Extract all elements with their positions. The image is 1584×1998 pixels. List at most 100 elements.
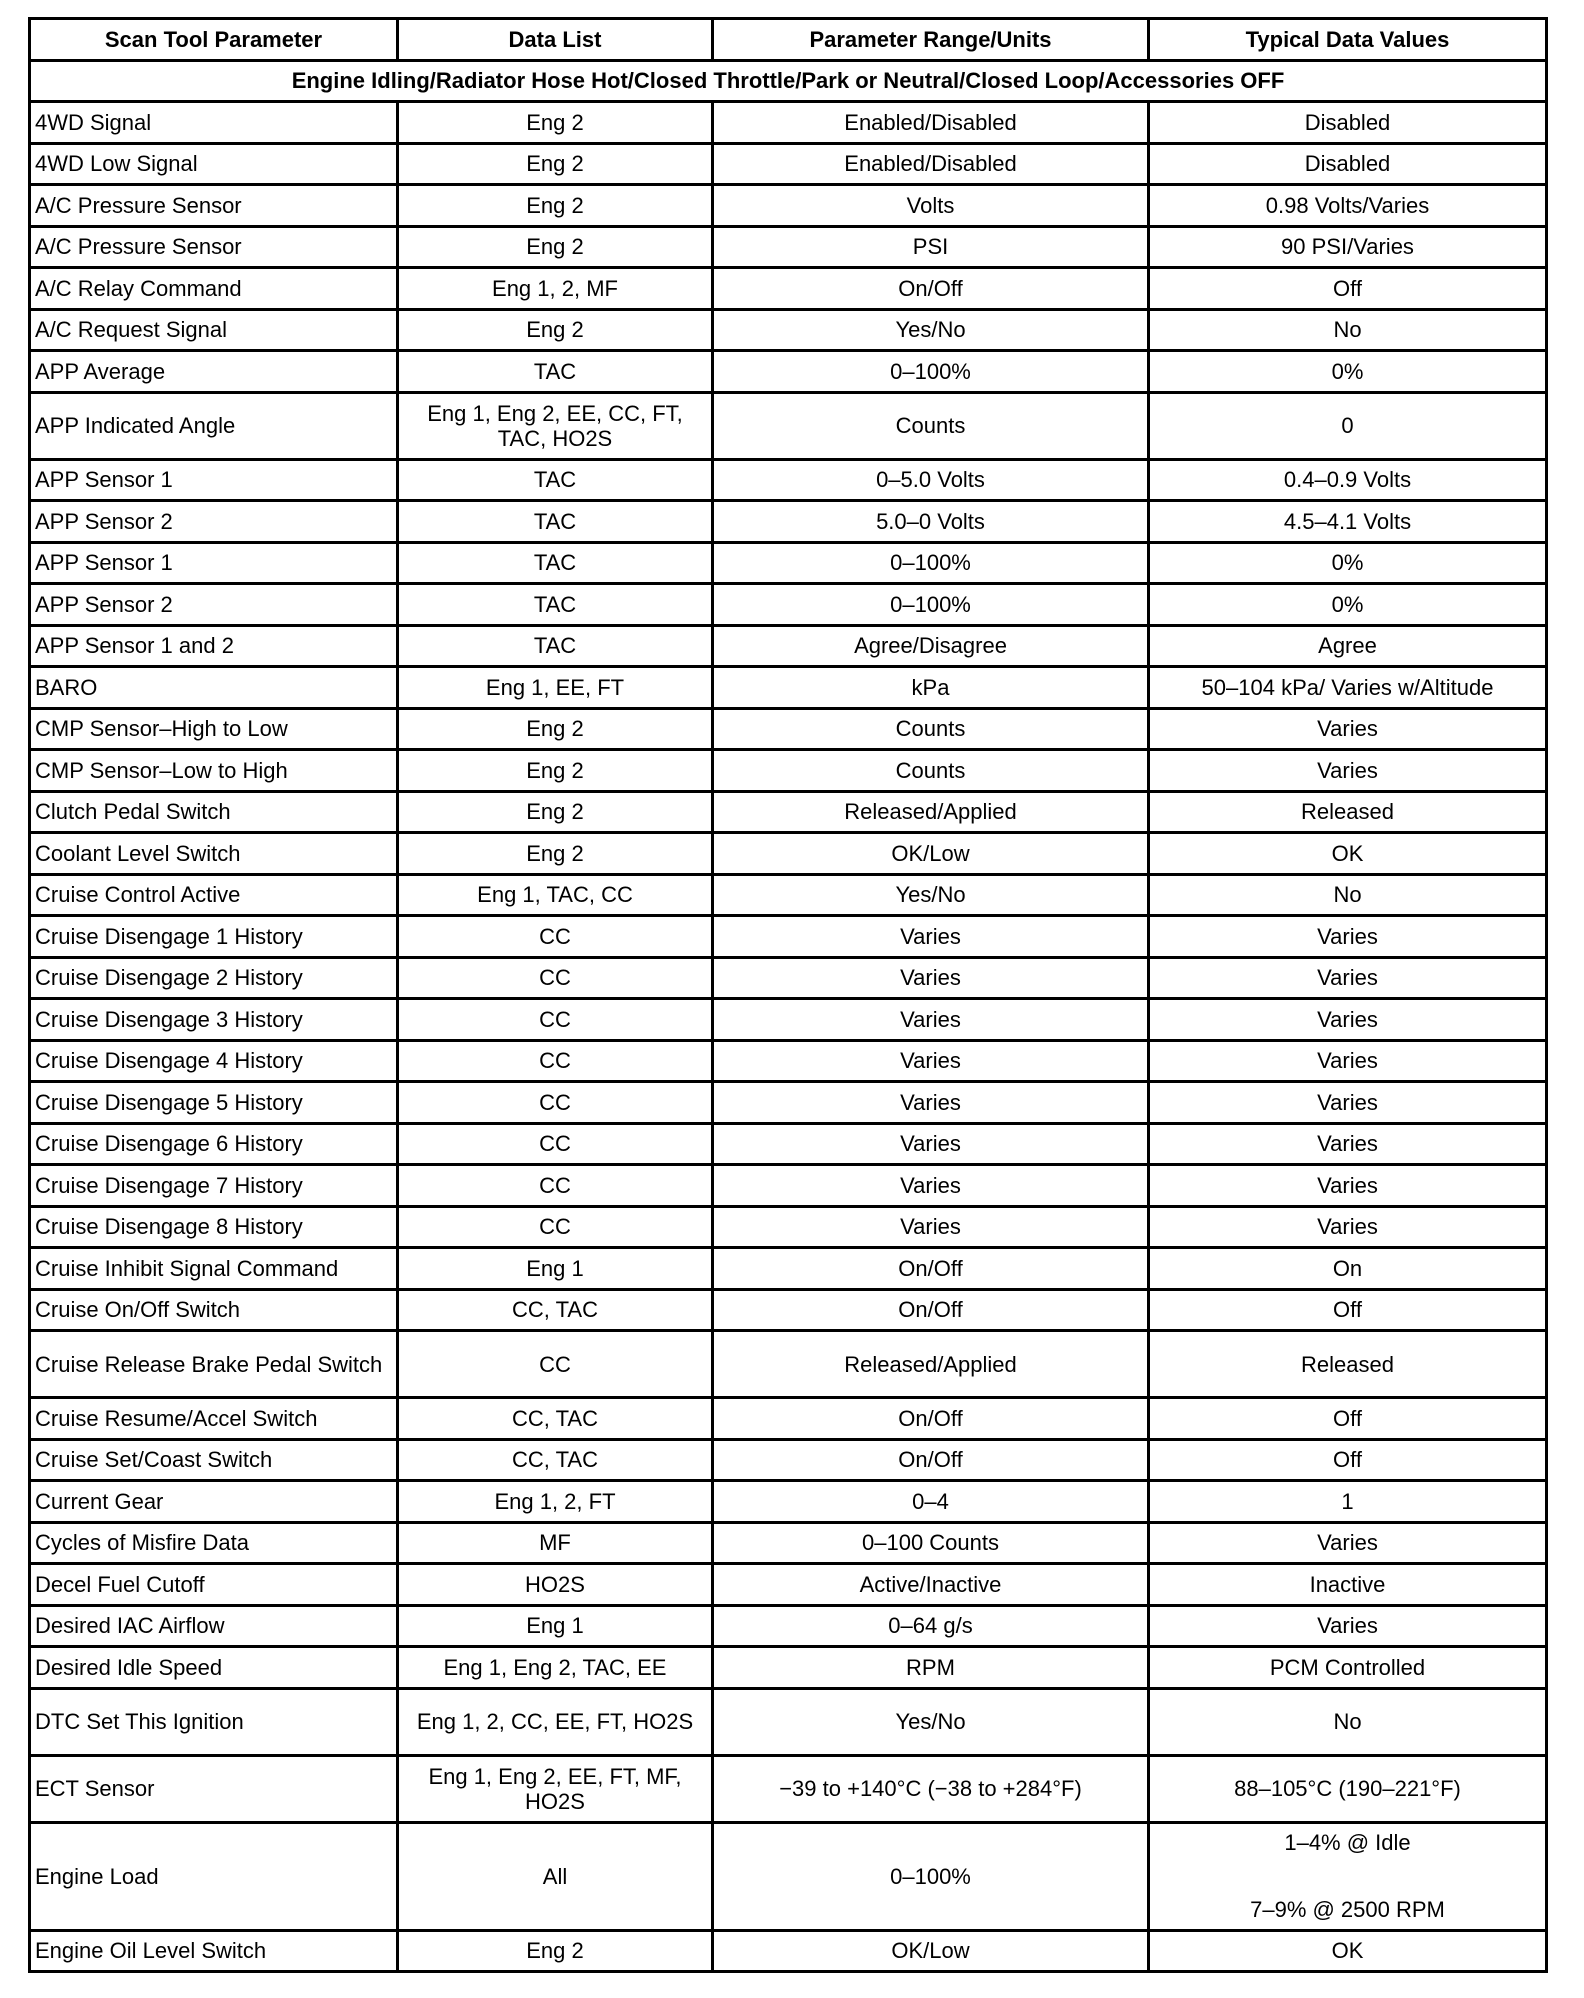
cell-parameter: A/C Pressure Sensor [28, 224, 399, 269]
cell-typical-value: 0.4–0.9 Volts [1147, 457, 1548, 502]
cell-data-list: Eng 2 [396, 748, 714, 793]
cell-data-list: Eng 1, Eng 2, EE, FT, MF, HO2S [396, 1753, 714, 1824]
cell-data-list: CC [396, 955, 714, 1000]
cell-parameter: 4WD Low Signal [28, 141, 399, 186]
cell-parameter: Cruise Control Active [28, 872, 399, 917]
cell-typical-value: 50–104 kPa/ Varies w/Altitude [1147, 665, 1548, 710]
cell-parameter: APP Sensor 1 and 2 [28, 623, 399, 668]
cell-data-list: TAC [396, 499, 714, 544]
table-row: Cruise On/Off Switch CC, TAC On/Off Off [28, 1287, 1548, 1332]
cell-typical-value: Varies [1147, 1603, 1548, 1648]
cell-typical-value: OK [1147, 1928, 1548, 1973]
cell-line: 1–4% @ Idle [1284, 1830, 1411, 1855]
cell-data-list: Eng 1, Eng 2, TAC, EE [396, 1645, 714, 1690]
cell-typical-value: Varies [1147, 1520, 1548, 1565]
cell-typical-value: 0% [1147, 540, 1548, 585]
cell-range: Yes/No [711, 872, 1150, 917]
cell-range: Counts [711, 748, 1150, 793]
cell-range: RPM [711, 1645, 1150, 1690]
cell-parameter: Cruise Disengage 2 History [28, 955, 399, 1000]
cell-data-list: CC [396, 1204, 714, 1249]
table-row: A/C Relay Command Eng 1, 2, MF On/Off Off [28, 266, 1548, 311]
cell-range: PSI [711, 224, 1150, 269]
cell-range: Varies [711, 914, 1150, 959]
cell-range: On/Off [711, 266, 1150, 311]
cell-data-list: CC, TAC [396, 1287, 714, 1332]
cell-range: 0–100% [711, 349, 1150, 394]
cell-parameter: 4WD Signal [28, 100, 399, 145]
cell-range: On/Off [711, 1396, 1150, 1441]
cell-typical-value: Varies [1147, 748, 1548, 793]
table-row: APP Average TAC 0–100% 0% [28, 349, 1548, 394]
cell-typical-value: 0.98 Volts/Varies [1147, 183, 1548, 228]
table-row: APP Sensor 2 TAC 0–100% 0% [28, 582, 1548, 627]
table-row: CMP Sensor–High to Low Eng 2 Counts Varies [28, 706, 1548, 751]
cell-data-list: TAC [396, 582, 714, 627]
table-row: Engine Load All 0–100% 1–4% @ Idle 7–9% @ 25… [28, 1820, 1548, 1932]
cell-range: OK/Low [711, 1928, 1150, 1973]
cell-parameter: Engine Oil Level Switch [28, 1928, 399, 1973]
cell-range: Enabled/Disabled [711, 100, 1150, 145]
cell-range: OK/Low [711, 831, 1150, 876]
cell-typical-value: Released [1147, 1329, 1548, 1399]
cell-parameter: APP Sensor 2 [28, 582, 399, 627]
cell-parameter: Current Gear [28, 1479, 399, 1524]
cell-parameter: Cruise Disengage 4 History [28, 1038, 399, 1083]
table-row: APP Sensor 2 TAC 5.0–0 Volts 4.5–4.1 Volts [28, 499, 1548, 544]
table-row: Desired Idle Speed Eng 1, Eng 2, TAC, EE R… [28, 1645, 1548, 1690]
table-row: Cruise Disengage 8 History CC Varies Varies [28, 1204, 1548, 1249]
cell-range: Yes/No [711, 307, 1150, 352]
scan-tool-data-table: Scan Tool Parameter Data List Parameter … [28, 17, 1548, 1973]
cell-range: Varies [711, 955, 1150, 1000]
cell-range: Agree/Disagree [711, 623, 1150, 668]
cell-range: Counts [711, 706, 1150, 751]
table-row: Cruise Disengage 2 History CC Varies Varies [28, 955, 1548, 1000]
table-row: 4WD Signal Eng 2 Enabled/Disabled Disabled [28, 100, 1548, 145]
cell-typical-value: Disabled [1147, 100, 1548, 145]
table-row: Cruise Disengage 7 History CC Varies Varies [28, 1163, 1548, 1208]
cell-parameter: APP Average [28, 349, 399, 394]
cell-parameter: APP Sensor 1 [28, 457, 399, 502]
table-row: Coolant Level Switch Eng 2 OK/Low OK [28, 831, 1548, 876]
cell-data-list: Eng 2 [396, 789, 714, 834]
table-row: DTC Set This Ignition Eng 1, 2, CC, EE, F… [28, 1686, 1548, 1757]
cell-data-list: TAC [396, 349, 714, 394]
cell-range: Volts [711, 183, 1150, 228]
cell-typical-value: Agree [1147, 623, 1548, 668]
cell-typical-value: Varies [1147, 997, 1548, 1042]
table-row: Cruise Resume/Accel Switch CC, TAC On/Off O… [28, 1396, 1548, 1441]
cell-typical-value: 88–105°C (190–221°F) [1147, 1753, 1548, 1824]
cell-range: Released/Applied [711, 789, 1150, 834]
cell-data-list: TAC [396, 623, 714, 668]
cell-data-list: Eng 2 [396, 100, 714, 145]
header-typical-values: Typical Data Values [1147, 17, 1548, 62]
cell-data-list: CC [396, 1121, 714, 1166]
cell-parameter: Cruise Disengage 3 History [28, 997, 399, 1042]
cell-typical-value: 90 PSI/Varies [1147, 224, 1548, 269]
cell-range: Varies [711, 997, 1150, 1042]
cell-data-list: CC [396, 1038, 714, 1083]
cell-typical-value: Off [1147, 266, 1548, 311]
cell-typical-value: No [1147, 872, 1548, 917]
table-row: BARO Eng 1, EE, FT kPa 50–104 kPa/ Varies w… [28, 665, 1548, 710]
cell-range: Varies [711, 1121, 1150, 1166]
table-row: Engine Oil Level Switch Eng 2 OK/Low OK [28, 1928, 1548, 1973]
cell-data-list: Eng 1, EE, FT [396, 665, 714, 710]
cell-typical-value: Disabled [1147, 141, 1548, 186]
cell-range: 0–100 Counts [711, 1520, 1150, 1565]
cell-typical-value: 1–4% @ Idle 7–9% @ 2500 RPM [1147, 1820, 1548, 1932]
cell-data-list: Eng 1, TAC, CC [396, 872, 714, 917]
cell-data-list: Eng 1, 2, FT [396, 1479, 714, 1524]
cell-parameter: CMP Sensor–Low to High [28, 748, 399, 793]
cell-parameter: Decel Fuel Cutoff [28, 1562, 399, 1607]
cell-parameter: Cruise Disengage 8 History [28, 1204, 399, 1249]
table-row: Clutch Pedal Switch Eng 2 Released/Applied… [28, 789, 1548, 834]
cell-line: 7–9% @ 2500 RPM [1250, 1897, 1445, 1922]
cell-data-list: Eng 2 [396, 831, 714, 876]
cell-typical-value: Varies [1147, 914, 1548, 959]
table-row: Desired IAC Airflow Eng 1 0–64 g/s Varies [28, 1603, 1548, 1648]
cell-range: On/Off [711, 1437, 1150, 1482]
cell-typical-value: On [1147, 1246, 1548, 1291]
table-row: A/C Request Signal Eng 2 Yes/No No [28, 307, 1548, 352]
cell-parameter: Cruise Release Brake Pedal Switch [28, 1329, 399, 1399]
